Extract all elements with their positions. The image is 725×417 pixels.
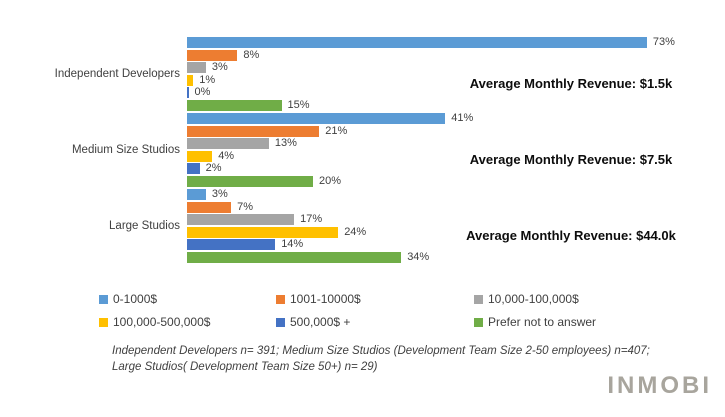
bar-500-000- (187, 163, 200, 174)
legend-swatch (99, 317, 108, 327)
bar-value-label: 8% (243, 48, 260, 61)
bar-value-label: 24% (344, 225, 367, 238)
bar-value-label: 2% (205, 162, 222, 174)
legend-item: 10,000-100,000$ (474, 292, 579, 306)
bar-500-000- (187, 239, 276, 250)
bar-0-1000- (187, 37, 647, 48)
bar-10-000-100-000- (187, 214, 295, 225)
legend-label: 10,000-100,000$ (488, 292, 579, 306)
bar-1001-10000- (187, 125, 320, 137)
bar-value-label: 21% (325, 124, 348, 137)
bar-prefer-not-to-answer (187, 251, 402, 263)
average-revenue-annotation: Average Monthly Revenue: $44.0k (466, 228, 676, 243)
bar-10-000-100-000- (187, 138, 269, 149)
bar-value-label: 14% (281, 238, 304, 250)
bar-value-label: 20% (319, 174, 342, 187)
category-label: Medium Size Studios (71, 143, 180, 156)
bar-value-label: 15% (287, 98, 310, 111)
bar-100-000-500-000- (187, 226, 339, 238)
bar-100-000-500-000- (187, 150, 213, 162)
bar-value-label: 0% (194, 86, 211, 98)
bar-1001-10000- (187, 201, 232, 213)
bar-0-1000- (187, 189, 206, 200)
footnote: Independent Developers n= 391; Medium Si… (112, 344, 692, 375)
legend-item: 100,000-500,000$ (99, 315, 210, 329)
legend-swatch (474, 294, 483, 304)
chart-plot: Independent Developers 73% 8% 3% 1% 0% 15% Aver… (54, 36, 676, 263)
legend-label: 500,000$ + (290, 315, 351, 329)
bar-500-000- (187, 87, 189, 98)
bar-value-label: 73% (652, 36, 675, 48)
legend-swatch (276, 294, 285, 304)
legend-swatch (474, 317, 483, 327)
bar-value-label: 4% (218, 149, 235, 162)
bar-value-label: 17% (300, 213, 323, 225)
legend-label: 1001-10000$ (290, 292, 361, 306)
legend-swatch (99, 294, 108, 304)
category-label: Independent Developers (54, 67, 180, 80)
legend-item: 1001-10000$ (276, 292, 361, 306)
bar-value-label: 41% (451, 112, 474, 124)
legend-label: 100,000-500,000$ (113, 315, 211, 329)
bar-value-label: 7% (237, 200, 253, 213)
category-label: Large Studios (109, 219, 180, 232)
footnote-line-1: Independent Developers n= 391; Medium Si… (112, 345, 650, 357)
legend-item: 500,000$ + (276, 315, 350, 329)
legend-label: Prefer not to answer (488, 315, 597, 329)
bar-prefer-not-to-answer (187, 99, 282, 111)
average-revenue-annotation: Average Monthly Revenue: $7.5k (469, 152, 673, 167)
bar-prefer-not-to-answer (187, 175, 313, 187)
legend-label: 0-1000$ (113, 292, 158, 306)
legend-item: Prefer not to answer (474, 315, 596, 329)
bar-value-label: 3% (211, 61, 228, 73)
bar-value-label: 34% (407, 250, 430, 263)
inmobi-logo: INMOBI (607, 372, 712, 399)
bar-10-000-100-000- (187, 62, 206, 73)
bar-value-label: 13% (274, 137, 297, 149)
bar-1001-10000- (187, 49, 238, 61)
bar-value-label: 1% (199, 73, 216, 86)
average-revenue-annotation: Average Monthly Revenue: $1.5k (469, 76, 673, 91)
bar-0-1000- (187, 113, 446, 124)
bar-100-000-500-000- (187, 74, 194, 86)
legend-item: 0-1000$ (99, 292, 157, 306)
footnote-line-2: Large Studios( Development Team Size 50+… (112, 360, 378, 373)
chart-legend: 0-1000$ 1001-10000$ 10,000-100,000$ 100,000… (0, 0, 725, 329)
bar-value-label: 3% (211, 188, 228, 200)
legend-swatch (276, 317, 285, 327)
